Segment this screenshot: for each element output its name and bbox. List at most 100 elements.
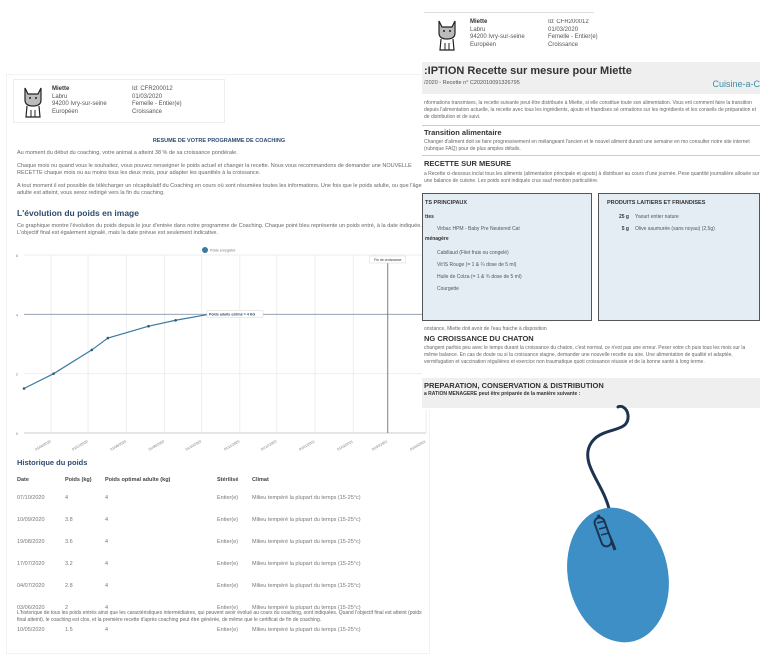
table-cell: 4 bbox=[105, 539, 109, 545]
dairy-treats-box: PRODUITS LAITIERS ET FRIANDISES 25 g Yaou… bbox=[598, 193, 760, 321]
chart-heading: L'évolution du poids en image bbox=[17, 208, 139, 218]
intro-text: nformations transmises, la recette suiva… bbox=[424, 100, 756, 120]
table-cell: Entier(e) bbox=[217, 605, 239, 611]
table-cell: 3.2 bbox=[65, 561, 73, 567]
pet-city: 94200 Ivry-sur-seine bbox=[470, 34, 525, 40]
x-tick-label: 01/12/2020 bbox=[260, 439, 277, 451]
table-cell: 4 bbox=[105, 561, 109, 567]
table-cell: Milieu tempéré la plupart du temps (15-2… bbox=[252, 561, 361, 567]
table-row: 17/07/2020 3.2 4 Entier(e) Milieu tempéré la… bbox=[17, 553, 417, 575]
coaching-summary-document: Miette Labru 94200 Ivry-sur-seine Europé… bbox=[6, 74, 430, 654]
table-cell: 4 bbox=[105, 627, 109, 633]
y-tick-label: 4 bbox=[16, 313, 18, 317]
title-band: :IPTION Recette sur mesure pour Miette /… bbox=[422, 62, 760, 94]
table-cell: 07/10/2020 bbox=[17, 495, 45, 501]
x-tick-label: 01/09/2020 bbox=[148, 439, 165, 451]
treat-item: 5 g Olive saumurée (sans noyau) (2,5g) bbox=[607, 226, 757, 232]
cat-icon bbox=[438, 20, 456, 51]
growth-text: changent parfois peu avec le temps duran… bbox=[424, 345, 746, 365]
end-of-growth-label-box bbox=[369, 255, 406, 264]
x-tick-label: 01/03/2021 bbox=[371, 439, 388, 451]
column-header: Date bbox=[17, 477, 29, 483]
pet-id: Id: CFR200012 bbox=[548, 19, 589, 25]
table-cell: 1.5 bbox=[65, 627, 73, 633]
table-cell: Entier(e) bbox=[217, 539, 239, 545]
table-cell: 2 bbox=[65, 605, 69, 611]
pet-id: Id: CFR200012 bbox=[132, 86, 173, 92]
x-tick-label: 01/01/2021 bbox=[298, 439, 315, 451]
legend-label: Poids enregistré bbox=[210, 249, 235, 253]
table-cell: Entier(e) bbox=[217, 517, 239, 523]
ingredient-item: Virbac HPM - Baby Pre Neutered Cat bbox=[437, 226, 587, 232]
pet-type: Européen bbox=[52, 108, 79, 115]
table-row: 10/09/2020 3.8 4 Entier(e) Milieu tempéré la… bbox=[17, 509, 417, 531]
data-point bbox=[106, 336, 110, 340]
brand-logo: Cuisine-a-C bbox=[712, 79, 760, 89]
weight-history-table: Date Poids (kg) Poids optimal adulte (kg) S… bbox=[17, 473, 417, 641]
table-cell: Entier(e) bbox=[217, 583, 239, 589]
ingredient-name: Huile de Colza (= 1 & ¾ dose de 5 ml) bbox=[437, 274, 522, 280]
history-footnote: L'historique de tous les poids entrés ai… bbox=[17, 610, 422, 623]
growth-title: NG CROISSANCE DU CHATON bbox=[424, 334, 534, 343]
table-cell: Milieu tempéré la plupart du temps (15-2… bbox=[252, 583, 361, 589]
pet-sex: Femelle - Entier(e) bbox=[548, 34, 598, 40]
adult-weight-label: Poids adulte estimé = 4 KG bbox=[209, 312, 255, 316]
pet-header-right: Miette Labru 94200 Ivry-sur-seine Europé… bbox=[424, 12, 598, 56]
pet-type: Européen bbox=[470, 41, 497, 48]
table-cell: Entier(e) bbox=[217, 495, 239, 501]
table-cell: 4 bbox=[105, 605, 109, 611]
quantity: 25 g bbox=[618, 214, 629, 220]
ingredient-item: Courgette bbox=[437, 286, 587, 292]
table-cell: 03/06/2020 bbox=[17, 605, 45, 611]
pet-city: 94200 Ivry-sur-seine bbox=[52, 101, 107, 107]
pet-breed: Labru bbox=[52, 93, 68, 100]
ingredient-name: Yaourt entier nature bbox=[635, 214, 679, 220]
table-cell: 3.8 bbox=[65, 517, 73, 523]
x-tick-label: 01/08/2020 bbox=[110, 439, 127, 451]
table-cell: Milieu tempéré la plupart du temps (15-2… bbox=[252, 495, 361, 501]
x-tick-label: 01/10/2020 bbox=[185, 439, 202, 451]
table-cell: 04/07/2020 bbox=[17, 583, 45, 589]
prep-subtitle: a RATION MENAGERE peut être préparée de … bbox=[424, 391, 581, 397]
table-header-row: Date Poids (kg) Poids optimal adulte (kg) S… bbox=[17, 473, 417, 487]
ingredient-name: Vit'iS Rouge (= 1 & ¼ dose de 5 ml) bbox=[437, 262, 517, 268]
pet-sex: Femelle - Entier(e) bbox=[132, 101, 182, 107]
column-header: Poids (kg) bbox=[65, 477, 92, 483]
x-tick-label: 01/11/2020 bbox=[223, 439, 240, 451]
y-tick-label: 0 bbox=[16, 432, 18, 436]
data-point bbox=[174, 318, 177, 322]
recipe-section-title: RECETTE SUR MESURE bbox=[424, 159, 512, 168]
prep-band: PREPARATION, CONSERVATION & DISTRIBUTION… bbox=[422, 378, 760, 408]
pet-date: 01/03/2020 bbox=[132, 93, 163, 100]
box-title: PRODUITS LAITIERS ET FRIANDISES bbox=[607, 200, 706, 206]
cat-icon bbox=[24, 87, 42, 118]
x-tick-label: 01/04/2021 bbox=[409, 439, 426, 451]
table-cell: 10/05/2020 bbox=[17, 627, 45, 633]
pet-name: Miette bbox=[52, 86, 70, 92]
recipe-title: :IPTION Recette sur mesure pour Miette bbox=[424, 65, 632, 77]
pet-date: 01/03/2020 bbox=[548, 26, 579, 33]
data-point bbox=[22, 387, 26, 390]
ingredient-item: Huile de Colza (= 1 & ¾ dose de 5 ml) bbox=[437, 274, 587, 280]
table-cell: 4 bbox=[105, 495, 109, 501]
treat-item: 25 g Yaourt entier nature bbox=[607, 214, 757, 220]
table-row: 07/10/2020 4 4 Entier(e) Milieu tempéré la p… bbox=[17, 487, 417, 509]
column-header: Stérilisé bbox=[217, 477, 239, 483]
adult-weight-label-box bbox=[206, 310, 264, 318]
ingredient-item: Vit'iS Rouge (= 1 & ¼ dose de 5 ml) bbox=[437, 262, 587, 268]
table-cell: 17/07/2020 bbox=[17, 561, 45, 567]
pet-header: Miette Labru 94200 Ivry-sur-seine Europé… bbox=[13, 79, 225, 123]
table-cell: 2.8 bbox=[65, 583, 73, 589]
y-tick-label: 2 bbox=[16, 373, 18, 377]
summary-p3: A tout moment il est possible de télécha… bbox=[17, 183, 422, 196]
quantity: 5 g bbox=[621, 226, 629, 232]
box-title: TS PRINCIPAUX bbox=[425, 200, 468, 206]
table-cell: Entier(e) bbox=[217, 561, 239, 567]
ingredient-name: Olive saumurée (sans noyau) (2,5g) bbox=[635, 226, 715, 232]
table-cell: 4 bbox=[105, 517, 109, 523]
weight-chart: 0 2 4 6 01/06/2020 01/07/2020 01/08/2020 01/09/… bbox=[16, 247, 427, 452]
pet-name: Miette bbox=[470, 19, 488, 25]
box-subtitle: ménagère bbox=[425, 236, 449, 242]
table-cell: 4 bbox=[65, 495, 69, 501]
table-cell: 3.6 bbox=[65, 539, 73, 545]
